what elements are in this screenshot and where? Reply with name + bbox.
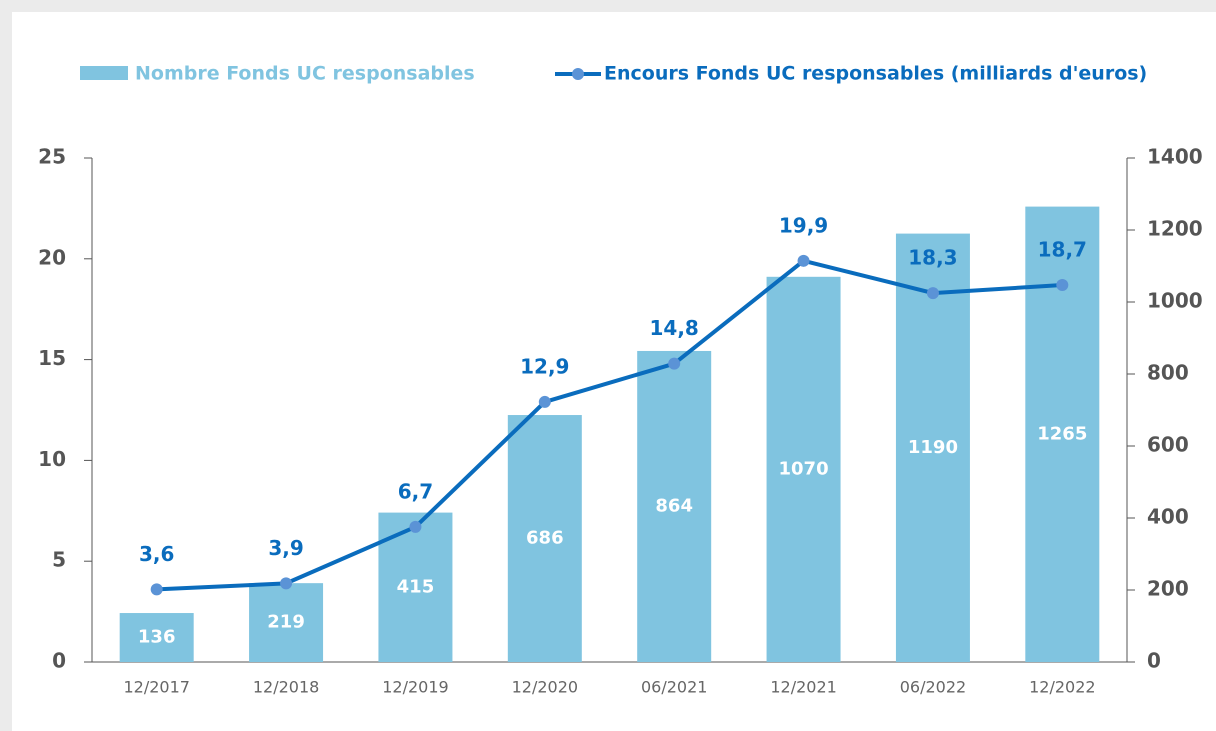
y-tick-label: 25 xyxy=(38,145,66,169)
bar xyxy=(119,613,194,662)
y-tick-label: 5 xyxy=(52,548,66,572)
line-marker xyxy=(538,395,551,408)
legend-marker xyxy=(572,68,584,80)
line-value-label: 12,9 xyxy=(520,354,569,378)
y2-tick-label: 800 xyxy=(1147,361,1189,385)
line xyxy=(156,258,1063,592)
bar-value-label: 1265 xyxy=(1037,423,1087,444)
bar xyxy=(249,583,324,662)
legend-label: Nombre Fonds UC responsables xyxy=(135,63,475,85)
line-marker xyxy=(150,583,163,596)
bar-value-label: 219 xyxy=(267,612,305,633)
panel xyxy=(12,12,1216,731)
y-tick-label: 20 xyxy=(38,245,66,269)
bar-value-label: 1190 xyxy=(908,437,958,458)
y2-tick-label: 600 xyxy=(1147,433,1189,457)
line-value-label: 14,8 xyxy=(650,316,699,340)
y-tick-label: 15 xyxy=(38,346,66,370)
y2-tick-label: 1000 xyxy=(1147,289,1203,313)
bar-value-label: 136 xyxy=(138,627,176,648)
x-tick-label: 12/2022 xyxy=(1029,678,1095,697)
bar-value-label: 864 xyxy=(655,495,693,516)
y-tick-label: 0 xyxy=(52,649,66,673)
y2-tick-label: 1400 xyxy=(1147,145,1203,169)
line-value-label: 18,3 xyxy=(908,246,957,270)
line-value-label: 3,9 xyxy=(268,536,303,560)
line-value-label: 6,7 xyxy=(398,479,433,503)
bar-value-label: 415 xyxy=(397,576,435,597)
line-marker xyxy=(797,254,810,267)
line-marker xyxy=(1056,279,1069,292)
x-tick-label: 12/2019 xyxy=(382,678,448,697)
bar xyxy=(895,233,970,662)
line-marker xyxy=(668,357,681,370)
bar-value-label: 1070 xyxy=(779,458,829,479)
legend-swatch xyxy=(80,66,128,80)
x-tick-label: 12/2021 xyxy=(770,678,836,697)
x-tick-label: 06/2021 xyxy=(641,678,707,697)
line-marker xyxy=(280,577,293,590)
line-value-label: 3,6 xyxy=(139,542,174,566)
line-value-label: 19,9 xyxy=(779,213,828,237)
y-tick-label: 10 xyxy=(38,447,66,471)
x-tick-label: 12/2018 xyxy=(253,678,319,697)
y2-tick-label: 400 xyxy=(1147,505,1189,529)
x-tick-label: 12/2020 xyxy=(512,678,578,697)
x-tick-label: 06/2022 xyxy=(900,678,966,697)
y2-tick-label: 0 xyxy=(1147,649,1161,673)
line-value-label: 18,7 xyxy=(1038,238,1087,262)
y2-tick-label: 200 xyxy=(1147,577,1189,601)
bar xyxy=(766,276,841,662)
line-marker xyxy=(926,287,939,300)
x-tick-label: 12/2017 xyxy=(123,678,189,697)
line-marker xyxy=(409,520,422,533)
bar-value-label: 686 xyxy=(526,528,564,549)
bar xyxy=(637,350,712,662)
bar xyxy=(507,415,582,662)
legend-label: Encours Fonds UC responsables (milliards… xyxy=(604,63,1147,85)
y2-tick-label: 1200 xyxy=(1147,217,1203,241)
